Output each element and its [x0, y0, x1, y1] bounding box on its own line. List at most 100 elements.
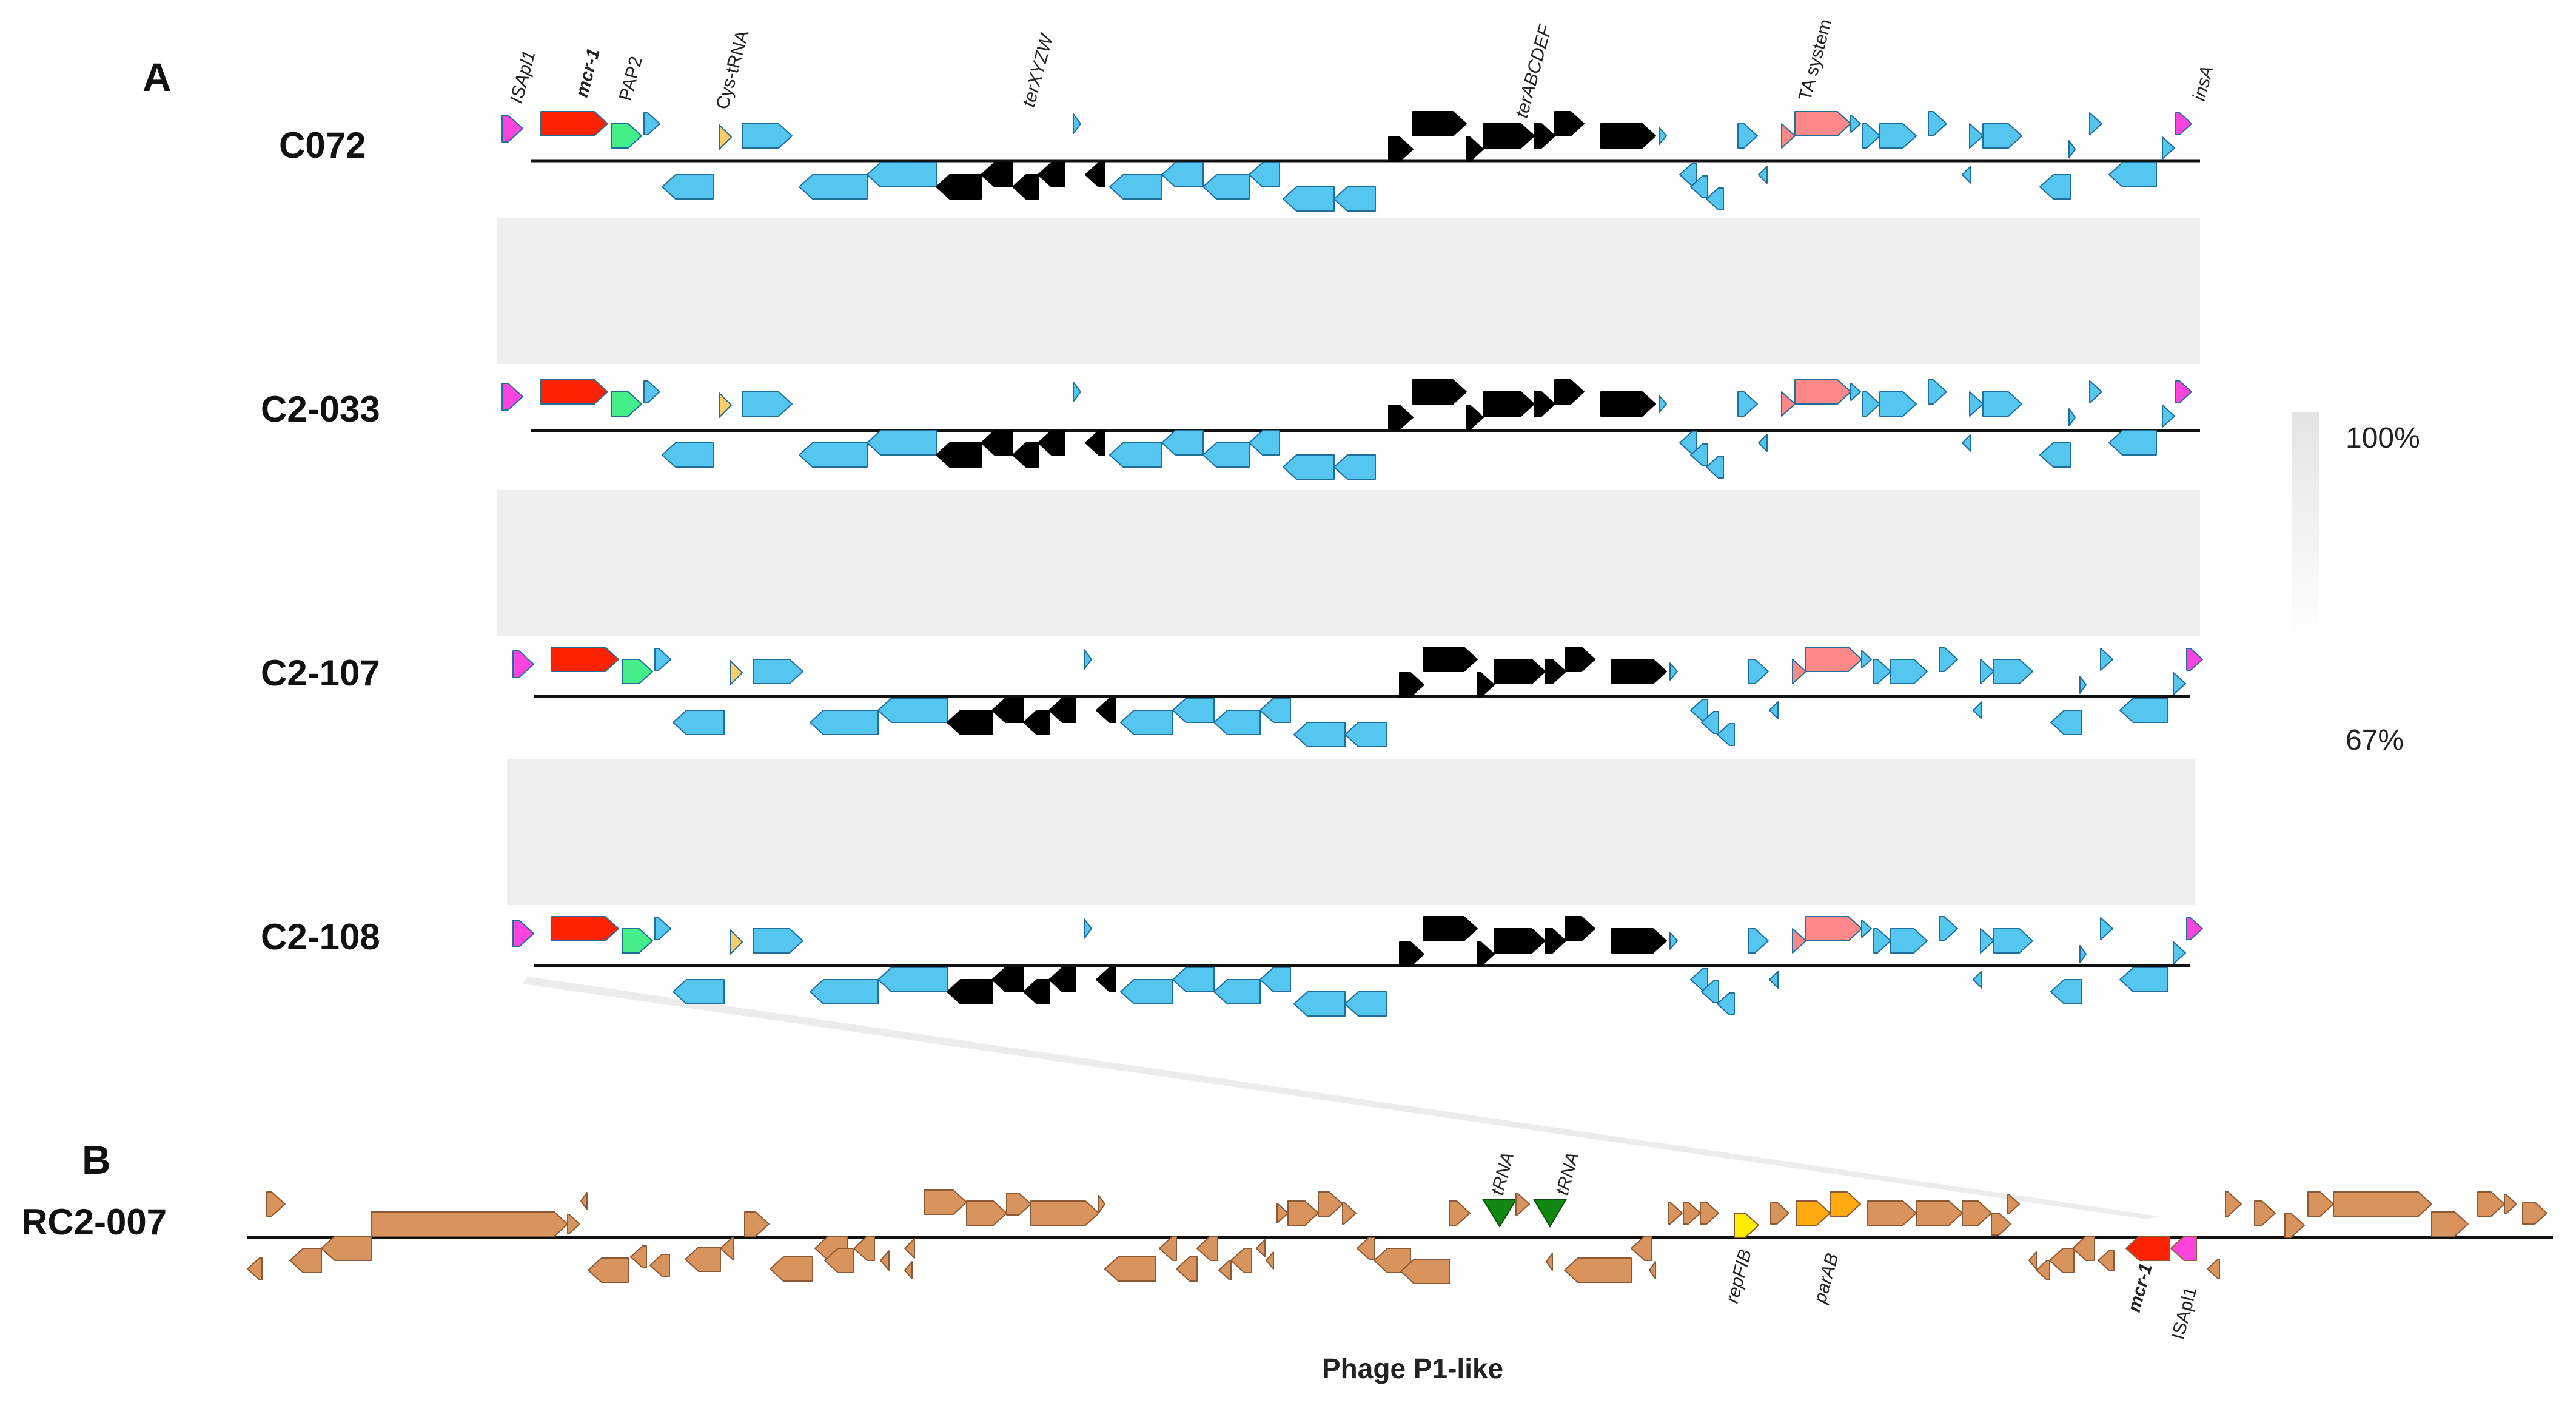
gene-arrow: [1690, 699, 1708, 722]
gene-arrow: [1982, 391, 2022, 417]
synteny-band-c2-033-c2-107: [497, 490, 2200, 636]
gene-arrow: [1928, 111, 1947, 136]
gene-arrow: [1466, 405, 1484, 430]
ta-system-arrow: [1794, 379, 1851, 405]
gene-arrow: [1534, 123, 1555, 149]
synteny-band-c072-c2-033: [497, 218, 2200, 364]
gene-arrow: [2119, 967, 2168, 992]
gene-arrow: [1412, 111, 1467, 136]
gene-arrow: [2173, 941, 2186, 964]
gene-arrow: [720, 1237, 734, 1260]
gene-arrow: [1611, 928, 1667, 954]
gene-arrow: [1423, 647, 1478, 672]
gene-arrow: [853, 1236, 875, 1261]
gene-arrow: [1611, 659, 1667, 684]
gene-arrow: [1545, 928, 1566, 954]
gene-label-cys-trna: Cys-tRNA: [713, 28, 753, 111]
gene-arrow: [1030, 1200, 1099, 1226]
parb-arrow: [1830, 1191, 1861, 1217]
gene-arrow: [1973, 701, 1982, 719]
gene-arrow: [1213, 710, 1261, 735]
mcr1-arrow: [551, 916, 619, 941]
gene-arrow: [981, 162, 1013, 187]
gene-arrow: [1679, 431, 1697, 454]
gene-arrow: [1969, 123, 1984, 149]
gene-arrow: [824, 1248, 854, 1273]
gene-arrow: [2079, 945, 2087, 963]
gene-arrow: [1412, 379, 1467, 405]
cys-trna-arrow: [730, 660, 743, 685]
gene-label-isapl1-b: ISApl1: [2168, 1285, 2201, 1342]
gene-arrow: [1096, 967, 1116, 992]
gene-arrow: [2173, 672, 2186, 695]
gene-arrow: [1770, 1202, 1789, 1225]
mcr1-arrow: [540, 379, 608, 405]
gene-arrow: [1196, 1236, 1218, 1261]
gene-arrow: [1293, 722, 1346, 747]
gene-arrow: [2284, 1213, 2305, 1238]
gene-arrow: [1683, 1202, 1701, 1225]
identity-legend-min: 67%: [2346, 724, 2404, 756]
gene-arrow: [1631, 1236, 1652, 1261]
gene-arrow: [1690, 175, 1708, 198]
gene-arrow: [1038, 162, 1065, 187]
ta-system-arrow: [1794, 111, 1851, 136]
gene-arrow: [1850, 383, 1861, 401]
ta-system-arrow: [1805, 647, 1862, 672]
panel-a-letter: A: [143, 55, 172, 99]
gene-arrow: [1172, 698, 1215, 723]
gene-arrow: [2254, 1200, 2276, 1226]
gene-arrow: [1399, 941, 1424, 967]
gene-label-terxyzw: terXYZW: [1019, 31, 1058, 109]
gene-arrow: [1084, 649, 1092, 670]
gene-arrow: [1342, 1202, 1357, 1225]
gene-arrow: [1344, 722, 1387, 747]
isapl1-arrow: [512, 920, 534, 947]
gene-arrow: [2049, 1248, 2075, 1273]
gene-arrow: [1318, 1191, 1343, 1217]
gene-arrow: [673, 710, 725, 735]
gene-arrow: [1962, 434, 1971, 452]
pap2-arrow: [611, 123, 642, 149]
gene-arrow: [1701, 711, 1719, 734]
gene-arrow: [2333, 1191, 2432, 1217]
gene-label-mcr1: mcr-1: [572, 46, 604, 99]
gene-label-terabcdef: terABCDEF: [1512, 22, 1556, 120]
gene-arrow: [991, 698, 1024, 723]
gene-arrow: [2100, 917, 2113, 940]
gene-arrow: [1172, 967, 1215, 992]
gene-arrow: [1423, 916, 1478, 941]
gene-arrow: [1939, 916, 1958, 941]
gene-arrow: [1792, 659, 1806, 684]
insa-arrow: [2175, 380, 2192, 403]
gene-arrow: [567, 1214, 580, 1234]
trna-marker-2: [1533, 1199, 1567, 1228]
gene-arrow: [1109, 174, 1162, 200]
gene-arrow: [904, 1261, 913, 1279]
gene-arrow: [867, 162, 937, 187]
gene-arrow: [1991, 1213, 2011, 1236]
gene-arrow: [880, 1250, 890, 1271]
mcr1-arrow: [551, 647, 619, 672]
gene-arrow: [1534, 391, 1555, 417]
gene-arrow: [1701, 980, 1719, 1003]
isapl1-arrow: [501, 115, 523, 143]
gene-arrow: [630, 1245, 647, 1268]
gene-arrow: [1758, 434, 1768, 452]
gene-arrow: [2225, 1191, 2242, 1217]
gene-arrow: [643, 380, 660, 403]
gene-arrow: [1120, 710, 1173, 735]
gene-arrow: [2108, 430, 2157, 456]
gene-arrow: [1962, 166, 1971, 184]
gene-arrow: [1769, 971, 1779, 989]
gene-arrow: [1477, 941, 1495, 967]
gene-arrow: [2089, 112, 2102, 135]
isapl1-b-arrow: [2170, 1236, 2197, 1261]
gene-label-trna-2: tRNA: [1552, 1150, 1583, 1197]
gene-arrow: [1085, 430, 1105, 456]
gene-arrow: [867, 430, 937, 456]
gene-arrow: [1084, 918, 1092, 939]
gene-arrow: [1038, 430, 1065, 456]
gene-arrow: [1600, 123, 1656, 149]
gene-arrow: [1399, 672, 1424, 698]
